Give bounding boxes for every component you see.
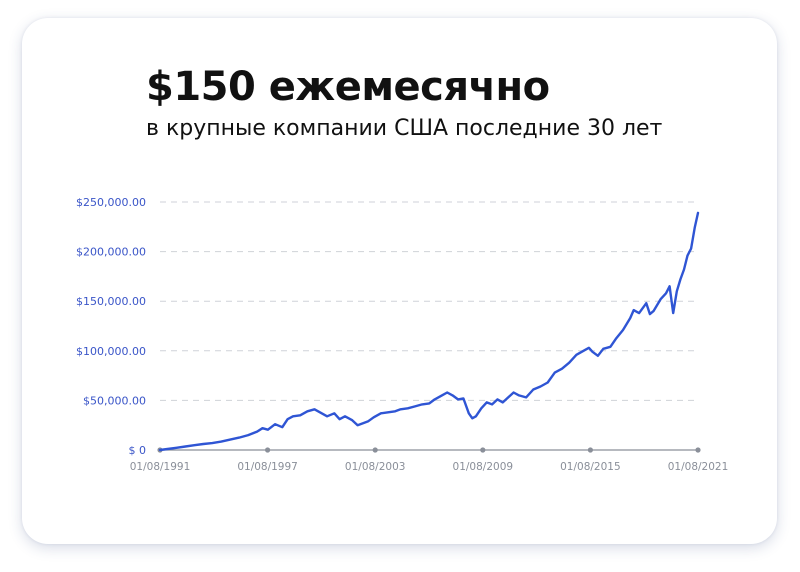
y-axis-tick-labels: $ 0 $50,000.00 $100,000.00 $150,000.00 $200,… [76,196,146,457]
x-tick-marker [480,447,486,453]
x-tick-label: 01/08/1991 [130,461,191,473]
y-tick-label: $ 0 [129,444,147,457]
x-tick-marker [265,447,271,453]
series-line [158,211,700,452]
x-tick-label: 01/08/2021 [668,461,729,473]
x-tick-label: 01/08/2009 [453,461,514,473]
chart-card [22,18,777,544]
y-tick-label: $150,000.00 [76,295,146,308]
chart-subtitle: в крупные компании США последние 30 лет [146,116,663,141]
y-tick-label: $250,000.00 [76,196,146,209]
x-tick-label: 01/08/2015 [560,461,621,473]
x-tick-marker [587,447,594,453]
x-tick-label: 01/08/1997 [237,461,298,473]
grid-lines [160,201,698,401]
y-tick-label: $100,000.00 [76,345,146,358]
y-tick-label: $50,000.00 [83,394,146,407]
y-tick-label: $200,000.00 [76,246,146,259]
x-axis [157,447,701,453]
x-tick-marker [372,447,378,453]
chart-title: $150 ежемесячно [146,64,550,110]
x-tick-label: 01/08/2003 [345,461,406,473]
x-tick-marker [695,447,701,453]
series-layer [158,211,700,452]
x-axis-tick-labels: 01/08/1991 01/08/1997 01/08/2003 01/08/2009… [130,461,729,473]
